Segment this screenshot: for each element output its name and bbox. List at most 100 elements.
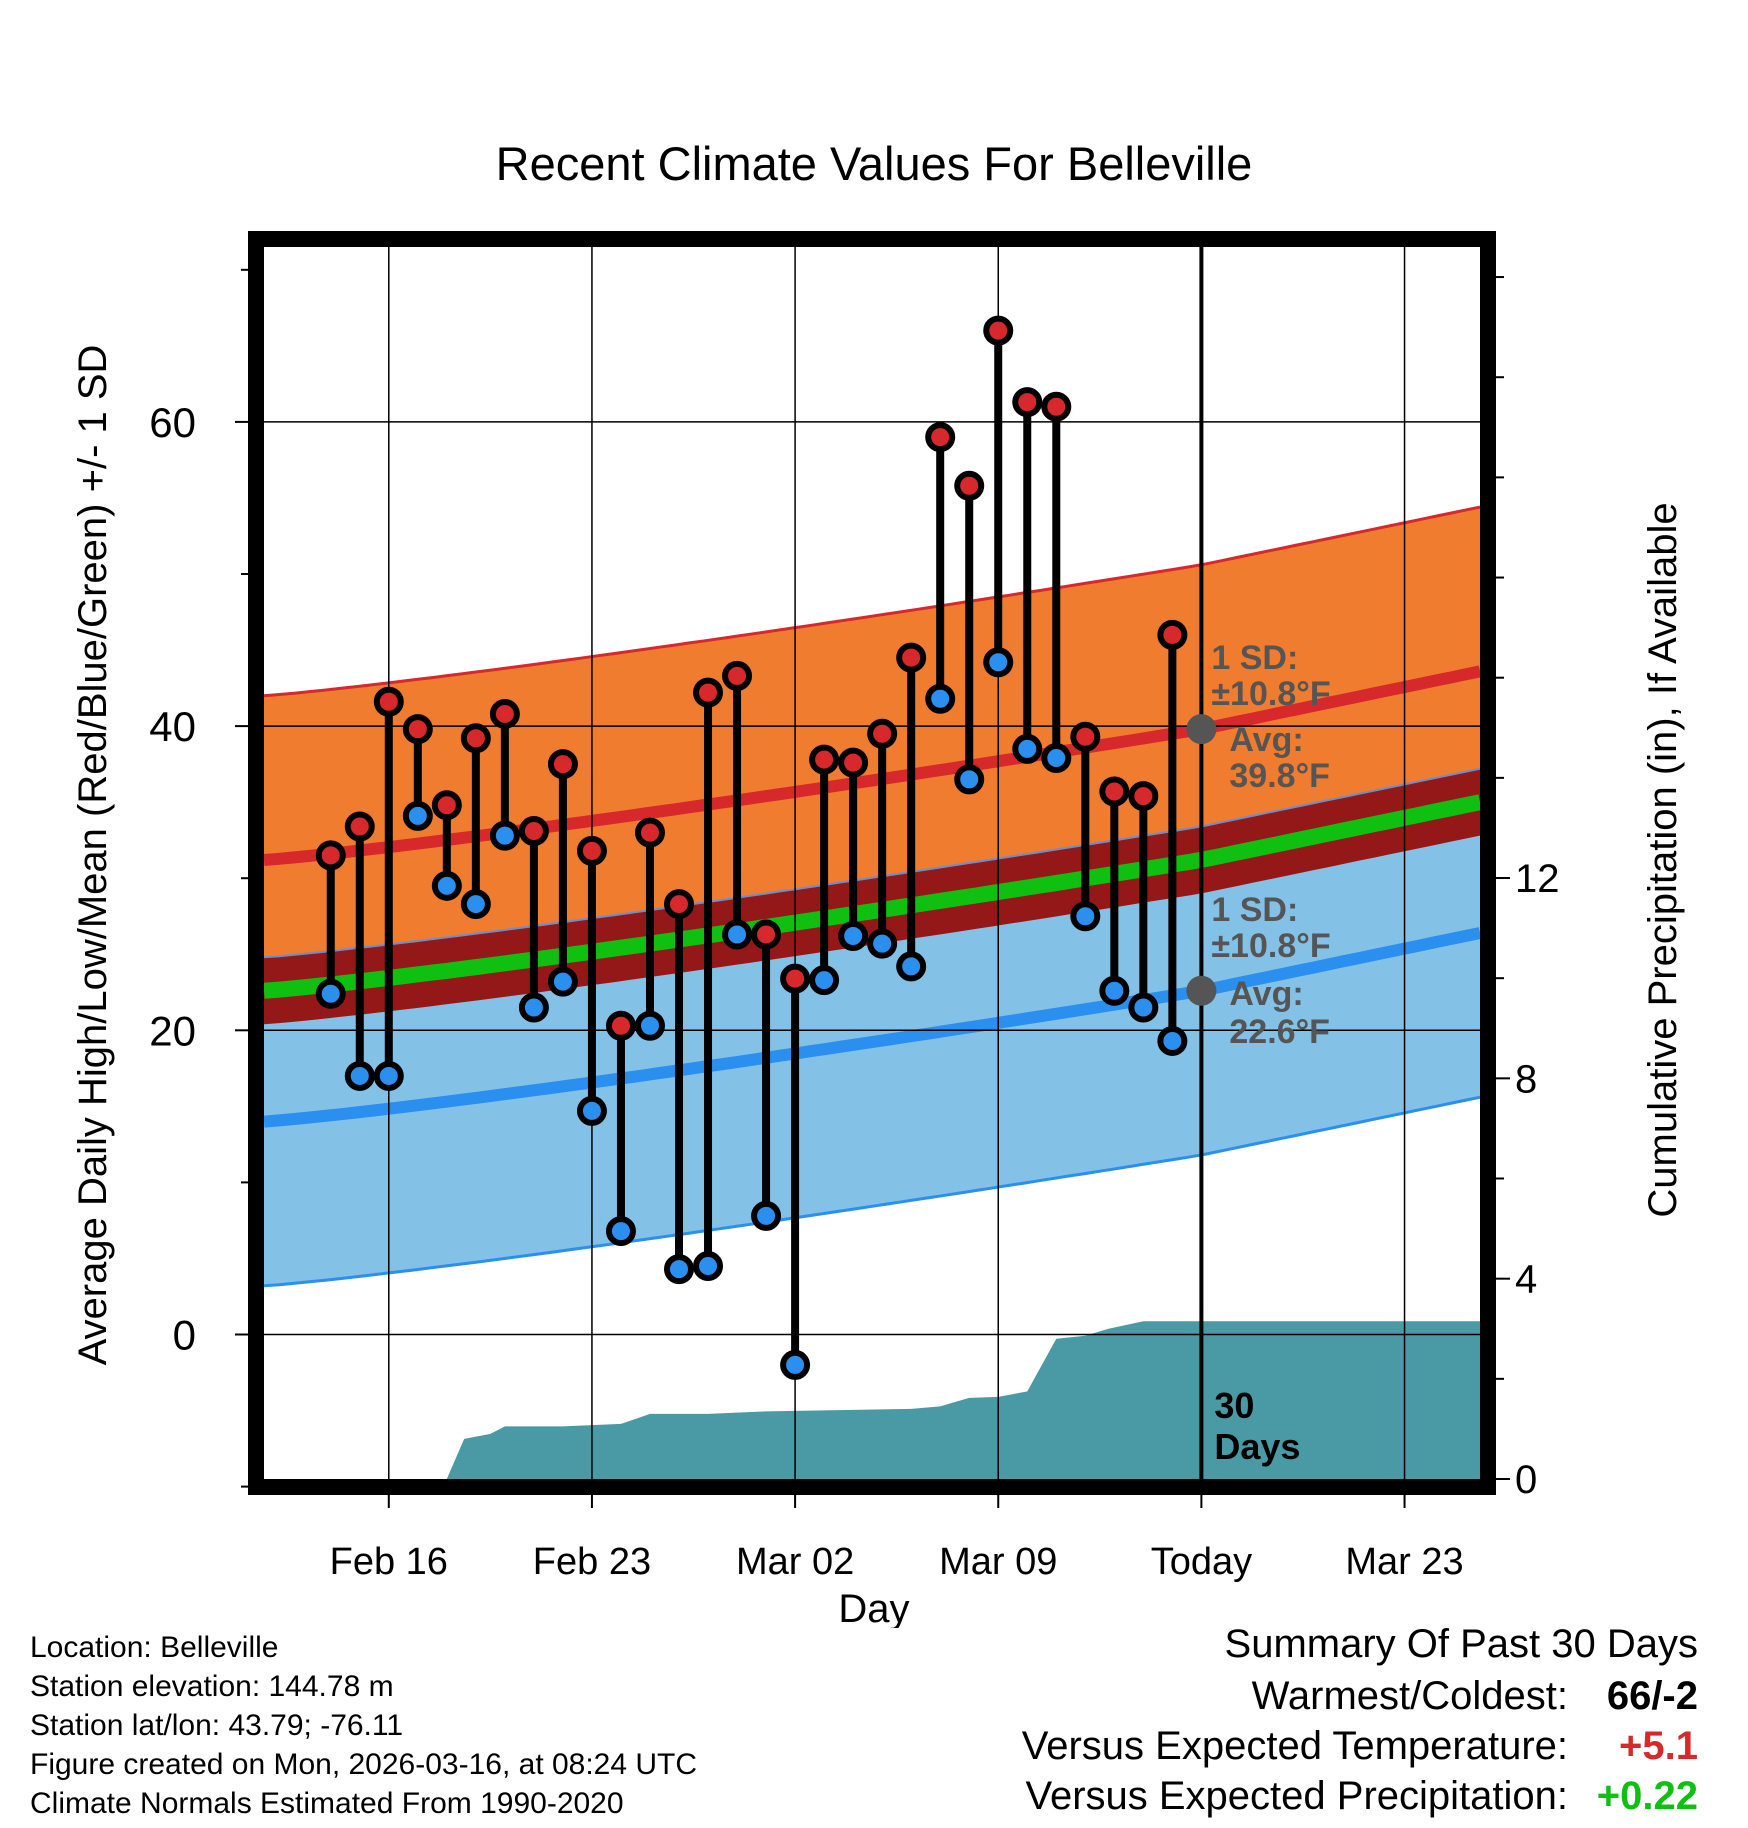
daily-high-marker [1099,776,1130,807]
daily-low-marker [547,966,578,997]
daily-high-marker [722,660,753,691]
low-avg-value: 22.6°F [1229,1013,1330,1051]
daily-low-marker [925,683,956,714]
summary-row-warmest-coldest: Warmest/Coldest: 66/-2 [1022,1674,1698,1724]
x-tick-label: Mar 23 [1345,1541,1463,1583]
x-tick-label: Feb 23 [533,1541,651,1583]
low-sd-value: ±10.8°F [1211,927,1330,965]
daily-low-marker [373,1060,404,1091]
daily-high-marker [1128,781,1159,812]
daily-high-marker [431,790,462,821]
temp-anomaly-label: Versus Expected Temperature: [1021,1724,1568,1768]
summary-panel: Summary Of Past 30 Days Warmest/Coldest:… [1022,1622,1698,1824]
daily-high-marker [838,747,869,778]
high-sd-label: 1 SD: [1211,639,1298,677]
y2-axis-label: Cumulative Precipitation (in), If Availa… [1641,502,1685,1217]
plot-frame [248,231,1496,1495]
window-label-number: 30 [1214,1385,1254,1426]
daily-high-marker [402,714,433,745]
chart-title: Recent Climate Values For Belleville [496,137,1253,190]
daily-low-marker [664,1254,695,1285]
daily-low-marker [896,951,927,982]
daily-low-marker [489,820,520,851]
daily-low-marker [634,1010,665,1041]
daily-high-marker [518,816,549,847]
x-tick-label: Today [1151,1541,1252,1583]
daily-low-marker [867,928,898,959]
climate-chart: Recent Climate Values For Belleville 1 S… [71,137,1685,1628]
normal-mean-line [264,794,1480,999]
summary-row-precipitation: Versus Expected Precipitation: +0.22 [1022,1774,1698,1824]
daily-low-marker [431,870,462,901]
summary-row-temperature: Versus Expected Temperature: +5.1 [1022,1724,1698,1774]
daily-high-marker [1012,387,1043,418]
location-text: Location: Belleville [30,1631,279,1664]
normal-low-line [264,927,1480,1128]
precip-anomaly-label: Versus Expected Precipitation: [1025,1774,1568,1818]
daily-high-marker [925,422,956,453]
daily-high-marker [373,686,404,717]
daily-high-marker [954,470,985,501]
daily-low-marker [809,965,840,996]
daily-high-marker [344,811,375,842]
y-tick-label: 40 [149,703,196,750]
elevation-text: Station elevation: 144.78 m [30,1670,394,1703]
daily-low-marker [751,1200,782,1231]
today-low-normal-marker [1186,975,1217,1006]
daily-low-marker [838,921,869,952]
high-avg-value: 39.8°F [1229,757,1330,795]
y2-tick-label: 4 [1515,1258,1537,1302]
normals-text: Climate Normals Estimated From 1990-2020 [30,1787,624,1820]
daily-high-marker [1041,391,1072,422]
daily-low-marker [983,647,1014,678]
today-high-normal-marker [1186,714,1217,745]
low-avg-label: Avg: [1229,975,1303,1013]
daily-low-marker [1128,992,1159,1023]
daily-high-marker [751,919,782,950]
temp-anomaly-value: +5.1 [1619,1724,1698,1768]
precipitation-area [446,1321,1480,1479]
daily-high-marker [605,1010,636,1041]
daily-high-marker [460,723,491,754]
daily-high-marker [780,963,811,994]
high-avg-label: Avg: [1229,721,1303,759]
daily-low-marker [605,1216,636,1247]
daily-high-marker [664,889,695,920]
high-sd-value: ±10.8°F [1211,675,1330,713]
station-info: Location: Belleville Station elevation: … [30,1628,697,1823]
daily-high-marker [896,642,927,673]
y2-tick-label: 12 [1515,857,1560,901]
latlon-text: Station lat/lon: 43.79; -76.11 [30,1709,404,1742]
window-label-unit: Days [1214,1426,1300,1467]
daily-low-marker [1070,901,1101,932]
warmest-coldest-label: Warmest/Coldest: [1251,1674,1568,1718]
low-sd-label: 1 SD: [1211,891,1298,929]
x-axis-label: Day [838,1587,909,1628]
x-tick-label: Feb 16 [330,1541,448,1583]
daily-high-marker [315,840,346,871]
daily-low-marker [780,1349,811,1380]
normal-high-line [264,665,1480,866]
daily-low-marker [344,1060,375,1091]
low-lower-sd-line [264,1095,1480,1288]
plot-area [264,247,1480,1479]
x-tick-label: Mar 02 [736,1541,854,1583]
precip-anomaly-value: +0.22 [1596,1774,1698,1818]
daily-high-marker [867,718,898,749]
y2-tick-label: 8 [1515,1057,1537,1101]
daily-low-marker [1041,743,1072,774]
daily-low-marker [1012,733,1043,764]
daily-low-marker [722,919,753,950]
daily-high-marker [1070,721,1101,752]
daily-low-marker [1157,1025,1188,1056]
daily-high-marker [489,698,520,729]
daily-high-marker [547,749,578,780]
summary-title: Summary Of Past 30 Days [1224,1622,1698,1666]
daily-low-marker [693,1251,724,1282]
warmest-coldest-value: 66/-2 [1606,1674,1698,1718]
y2-tick-label: 0 [1515,1458,1537,1502]
high-upper-sd-line [264,505,1480,698]
daily-low-marker [518,992,549,1023]
low-upper-sd-line [264,767,1480,959]
daily-low-marker [954,764,985,795]
